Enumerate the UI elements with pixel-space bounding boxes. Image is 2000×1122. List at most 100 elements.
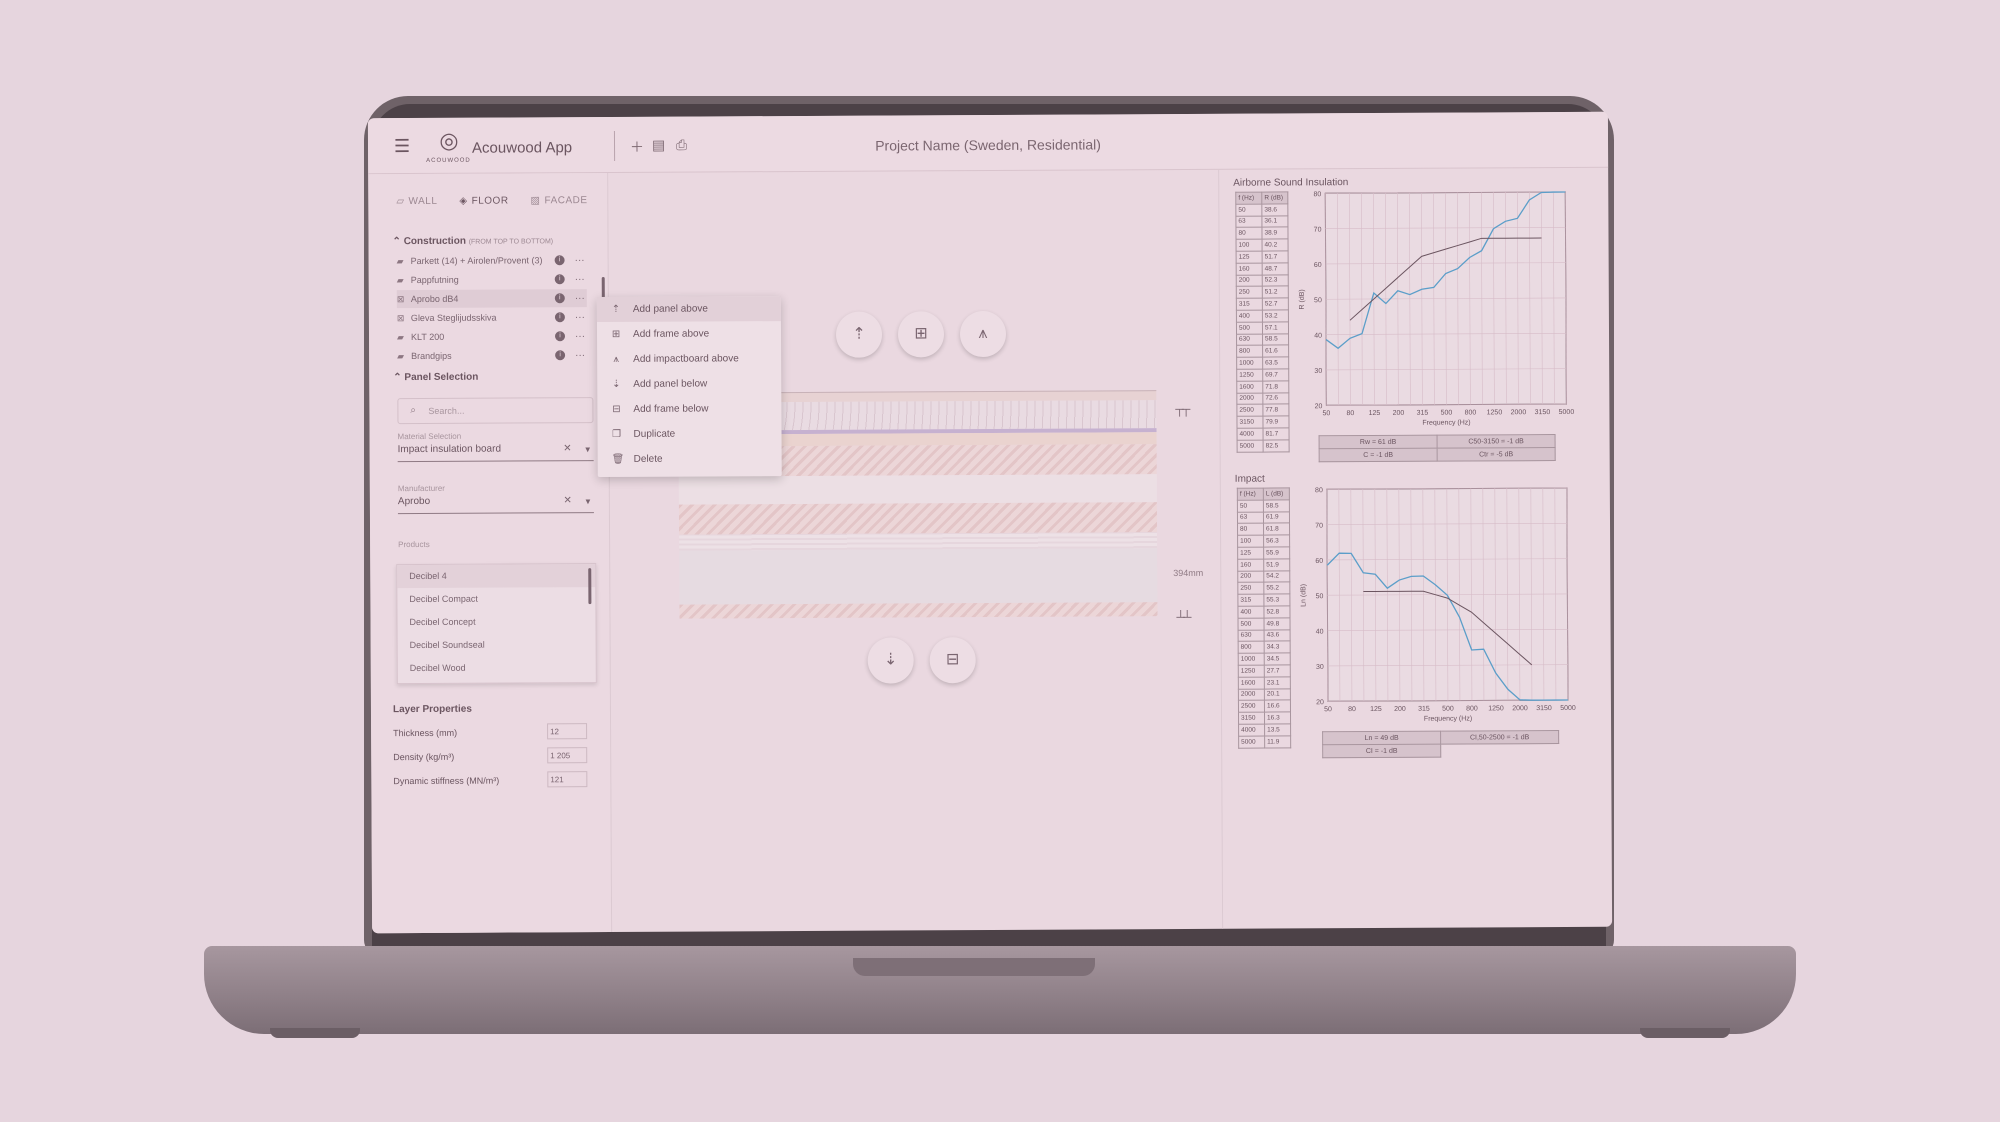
frequency-cell: 630	[1238, 629, 1265, 642]
add-panel-below-button[interactable]: ⇣	[867, 637, 914, 684]
layer-label: Gleva Steglijudsskiva	[410, 312, 497, 324]
frequency-cell: 50	[1237, 499, 1264, 512]
y-axis-label: Ln (dB)	[1300, 584, 1307, 607]
list-item[interactable]: Decibel Compact	[409, 593, 478, 605]
menu-item-delete[interactable]: 🗑 Delete	[598, 446, 782, 472]
search-input[interactable]: ⌕ Search...	[397, 397, 594, 425]
tab-facade[interactable]: ▨ FACADE	[531, 195, 588, 206]
layer-properties-title: Layer Properties	[392, 703, 472, 716]
list-item[interactable]: Decibel Concept	[409, 616, 476, 628]
menu-item-add-frame-above[interactable]: ⊞ Add frame above	[597, 321, 781, 347]
panel-down-icon: ⇣	[883, 651, 898, 669]
impact-results-table: Ln = 49 dB CI,50-2500 = -1 dB CI = -1 dB	[1322, 730, 1559, 758]
frequency-cell: 125	[1236, 251, 1263, 263]
products-scrollbar[interactable]	[588, 568, 592, 605]
manufacturer-dropdown[interactable]: Aprobo ✕ ▼	[397, 491, 594, 515]
value-cell: 52.3	[1262, 274, 1289, 287]
frequency-cell: 315	[1236, 298, 1263, 311]
info-icon[interactable]: i	[554, 293, 565, 304]
layer-clt-mid[interactable]	[678, 502, 1158, 535]
laptop-foot	[1640, 1028, 1730, 1038]
products-list: Decibel 4 Decibel Compact Decibel Concep…	[396, 563, 597, 685]
layer-row[interactable]: ▰ Brandgips i ···	[397, 346, 587, 365]
list-item[interactable]: Decibel Soundseal	[409, 639, 485, 651]
layer-gap[interactable]	[678, 474, 1157, 505]
thickness-input[interactable]: 12	[547, 723, 588, 740]
chevron-down-icon[interactable]: ▼	[583, 445, 592, 455]
x-tick-label: 500	[1441, 410, 1453, 417]
wall-icon: ▱	[396, 196, 405, 208]
impact-data-table: f (Hz) L (dB) 50 58.5 63 61.9 80 61.8 100 56.3 12…	[1237, 487, 1291, 748]
clear-icon[interactable]: ✕	[563, 495, 572, 507]
grid-line-horizontal	[1325, 191, 1566, 194]
menu-item-label: Add panel below	[633, 378, 708, 390]
layer-row[interactable]: ▰ Parkett (14) + Airolen/Provent (3) i ···	[397, 251, 587, 270]
frequency-cell: 500	[1236, 321, 1263, 334]
airborne-data-table: f (Hz) R (dB) 50 38.6 63 36.1 80 38.9 100 40.2 12…	[1235, 191, 1290, 452]
layer-row[interactable]: ⊠ Gleva Steglijudsskiva i ···	[397, 308, 587, 327]
more-options-icon[interactable]: ···	[574, 292, 585, 304]
tab-floor[interactable]: ◈ FLOOR	[459, 196, 508, 207]
layer-label: Brandgips	[411, 350, 452, 362]
menu-item-add-impactboard-above[interactable]: ⩚ Add impactboard above	[597, 346, 781, 372]
value-cell: 52.7	[1262, 298, 1289, 311]
left-sidebar: ▱ WALL ◈ FLOOR ▨ FACADE ⌃ Construction (FRO…	[368, 172, 613, 934]
frequency-cell: 63	[1235, 215, 1262, 228]
clear-icon[interactable]: ✕	[563, 443, 572, 455]
grid-line-horizontal	[1327, 523, 1568, 525]
add-frame-below-button[interactable]: ⊟	[929, 637, 976, 684]
value-cell: 55.9	[1263, 546, 1290, 559]
material-selection-dropdown[interactable]: Impact insulation board ✕ ▼	[397, 439, 594, 463]
value-cell: 36.1	[1261, 215, 1288, 228]
menu-item-add-panel-above[interactable]: ⇡ Add panel above	[596, 296, 781, 323]
dynamic-stiffness-input[interactable]: 121	[547, 771, 588, 788]
value-cell: 40.2	[1262, 239, 1289, 252]
value-cell: 77.8	[1262, 404, 1289, 417]
frequency-cell: 5000	[1237, 439, 1264, 452]
list-item[interactable]: Decibel Wood	[409, 662, 466, 674]
layer-row[interactable]: ▰ Pappfutning i ···	[397, 270, 587, 289]
x-tick-label: 80	[1347, 410, 1355, 417]
more-options-icon[interactable]: ···	[574, 311, 585, 323]
menu-item-duplicate[interactable]: ❐ Duplicate	[597, 421, 781, 447]
chevron-down-icon[interactable]: ▼	[583, 497, 592, 507]
layer-ceiling[interactable]	[679, 548, 1158, 605]
layer-row-selected[interactable]: ⊠ Aprobo dB4 i ···	[396, 289, 587, 309]
construction-section-header[interactable]: ⌃ Construction (FROM TOP TO BOTTOM)	[392, 235, 553, 247]
value-cell: 61.8	[1263, 523, 1290, 536]
layer-context-menu: ⇡ Add panel above ⊞ Add frame above ⩚ Add i…	[596, 296, 782, 478]
frequency-cell: 250	[1236, 286, 1263, 299]
more-options-icon[interactable]: ···	[575, 349, 586, 361]
info-icon[interactable]: i	[554, 312, 565, 323]
info-icon[interactable]: i	[554, 274, 565, 285]
reference-curve-line	[1349, 237, 1542, 321]
layer-row[interactable]: ▰ KLT 200 i ···	[397, 327, 587, 346]
frequency-cell: 3150	[1238, 712, 1265, 725]
info-icon[interactable]: i	[554, 255, 565, 266]
layer-brandgips[interactable]	[679, 602, 1158, 619]
frequency-cell: 50	[1235, 203, 1262, 216]
panel-selection-header[interactable]: ⌃ Panel Selection	[393, 372, 478, 383]
frame-up-icon: ⊞	[611, 328, 621, 340]
density-input[interactable]: 1 205	[547, 747, 588, 764]
value-cell: 58.5	[1263, 499, 1290, 512]
result-empty	[1441, 744, 1559, 758]
more-options-icon[interactable]: ···	[574, 254, 585, 266]
value-cell: 71.8	[1262, 380, 1289, 393]
value-cell: 49.8	[1264, 617, 1291, 630]
more-options-icon[interactable]: ···	[574, 273, 585, 285]
info-icon[interactable]: i	[555, 350, 566, 361]
list-item[interactable]: Decibel 4	[397, 564, 596, 589]
add-impactboard-above-button[interactable]: ⩚	[959, 310, 1007, 358]
airborne-chart: 20 30 40 50 60 70 80 50 80 125 200 315 500 800 1250 200…	[1299, 191, 1575, 426]
x-tick-label: 800	[1466, 705, 1478, 712]
project-title: Project Name (Sweden, Residential)	[875, 136, 1101, 154]
info-icon[interactable]: i	[554, 331, 566, 342]
add-frame-above-button[interactable]: ⊞	[897, 311, 945, 358]
menu-item-add-panel-below[interactable]: ⇣ Add panel below	[597, 371, 781, 397]
add-panel-above-button[interactable]: ⇡	[835, 311, 883, 358]
menu-item-add-frame-below[interactable]: ⊟ Add frame below	[597, 396, 781, 422]
frequency-cell: 800	[1238, 641, 1265, 654]
tab-wall[interactable]: ▱ WALL	[396, 196, 437, 207]
more-options-icon[interactable]: ···	[574, 330, 586, 342]
